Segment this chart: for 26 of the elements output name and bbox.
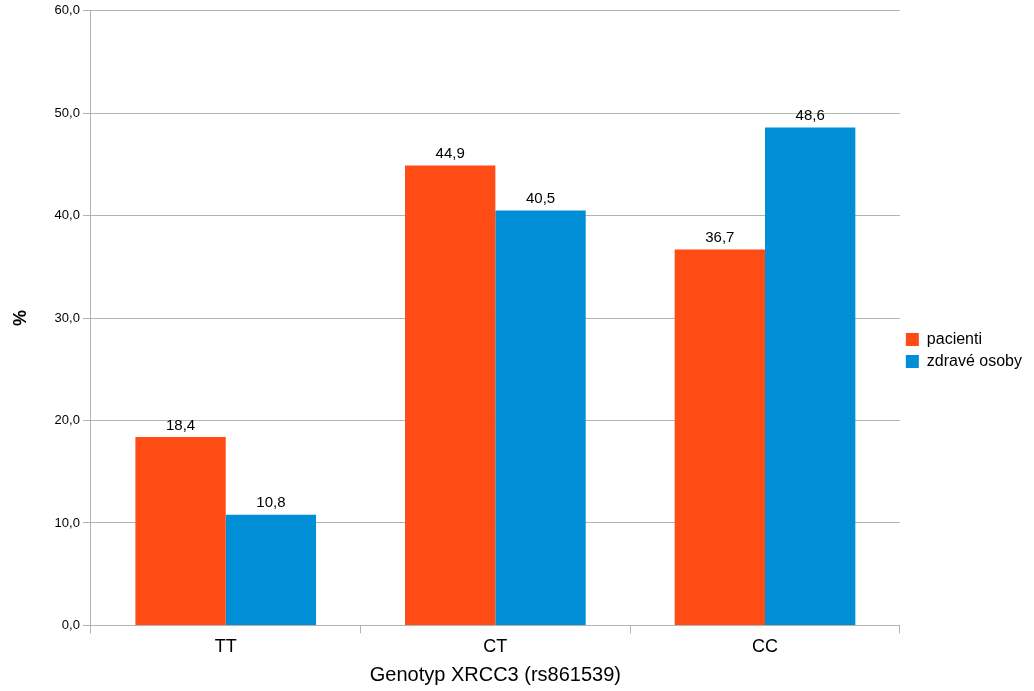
bar (765, 127, 856, 625)
data-label: 44,9 (435, 144, 465, 162)
x-tick-label: CT (483, 636, 508, 657)
bar (225, 514, 317, 625)
y-tick-label: 0,0 (61, 616, 80, 632)
bar (495, 210, 586, 625)
y-tick-label: 20,0 (54, 412, 80, 428)
data-label: 10,8 (256, 493, 286, 511)
data-label: 48,6 (795, 106, 825, 124)
legend-label: zdravé osoby (926, 351, 1023, 369)
bar (674, 249, 766, 625)
bar (405, 165, 496, 625)
data-label: 36,7 (705, 228, 735, 246)
data-label: 18,4 (165, 415, 196, 433)
y-tick-label: 10,0 (54, 514, 80, 530)
x-axis-title: Genotyp XRCC3 (rs861539) (369, 662, 621, 685)
legend-label: pacienti (926, 329, 982, 347)
x-tick-label: TT (214, 636, 237, 657)
bar (135, 436, 226, 625)
y-tick-label: 40,0 (54, 207, 80, 223)
y-tick-label: 60,0 (54, 2, 80, 18)
x-tick-label: CC (752, 636, 779, 657)
data-label: 40,5 (525, 189, 556, 207)
y-tick-label: 50,0 (54, 104, 80, 120)
y-axis-title: % (9, 310, 30, 327)
y-tick-label: 30,0 (54, 309, 80, 325)
